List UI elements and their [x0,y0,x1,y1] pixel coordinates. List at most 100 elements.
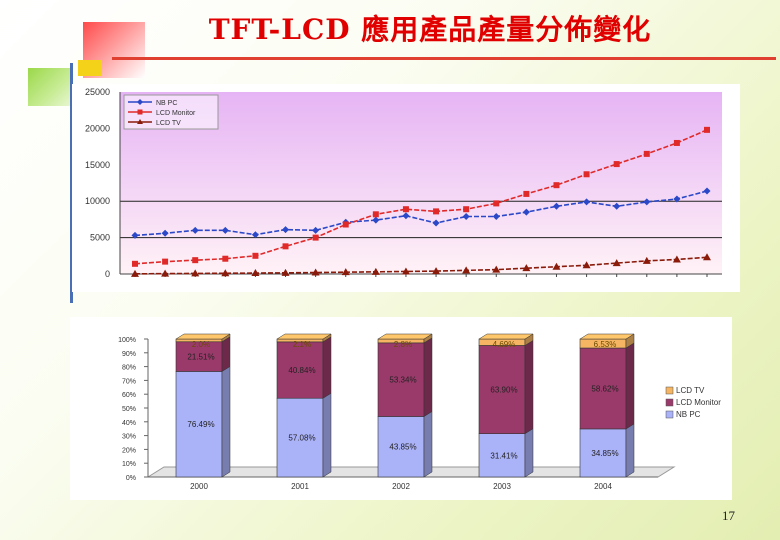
data-point [582,261,591,269]
bar-segment [478,433,526,478]
y-tick-label: 80% [122,365,136,372]
data-point [522,264,531,272]
data-point [372,211,379,218]
data-label: 34.85% [591,449,618,458]
legend-label: LCD TV [676,386,705,395]
slide-title: TFT-LCD 應用產品產量分佈變化 [208,13,652,46]
y-tick-label: 10% [122,461,136,468]
series-line [134,256,708,275]
stacked-bar-chart: 100% 90% 80% 70% 60% 50% 40% 30% 20% 10% 0% 76.49% 2… [118,333,721,491]
data-point [583,171,590,178]
y-tick-label: 90% [122,351,136,358]
data-point [583,198,591,206]
data-point [221,226,229,234]
x-tick-label: 2002 [392,482,410,491]
data-point [222,255,229,262]
bar-segment [175,341,223,372]
bar-segment [377,416,425,478]
data-point [342,221,349,228]
legend-swatch [665,386,674,395]
bar-side [322,336,332,399]
data-point [463,206,470,213]
bar-top [377,333,433,340]
data-point [341,268,350,276]
legend-swatch [665,410,674,419]
data-point [552,202,560,210]
data-point [492,265,501,273]
line-chart: 25000 20000 15000 10000 5000 0 NB PC LCD Monito… [85,87,722,279]
y-tick-label: 40% [122,420,136,427]
data-point [252,252,259,259]
data-label: 58.62% [591,384,618,393]
data-point [672,255,681,263]
data-point [462,266,471,274]
bar-side [221,365,231,478]
data-point [492,212,500,220]
data-point [703,253,711,261]
y-tick-label: 15000 [85,160,110,170]
data-label: 21.51% [187,353,214,362]
data-label: 31.41% [490,451,517,460]
data-label: 2.8% [394,340,412,349]
data-point [312,226,320,234]
legend-label: LCD TV [156,120,181,127]
bar-side [524,428,534,478]
data-point [523,190,530,197]
data-label: 6.53% [594,340,617,349]
bar-segment [276,341,324,399]
data-label: 63.90% [490,386,517,395]
data-point [191,226,199,234]
data-point [432,219,440,227]
data-point [433,208,440,215]
series-line [134,129,708,265]
data-point [132,260,138,267]
y-tick-label: 5000 [90,233,110,243]
bar-top [478,333,534,340]
legend-label: NB PC [676,410,701,419]
data-point [192,257,199,264]
y-tick-label: 25000 [85,87,110,97]
data-point [703,187,711,195]
bar-stack [478,333,534,478]
y-tick-label: 70% [122,378,136,385]
data-point [462,212,470,220]
data-point [643,150,650,157]
bar-segment [579,347,627,430]
data-point [131,269,139,277]
data-point [251,269,260,277]
data-point [522,208,530,216]
data-label: 43.85% [389,443,416,452]
bar-segment [478,345,526,434]
data-point [493,200,500,207]
bar-stack [377,333,433,478]
y-tick-label: 20% [122,447,136,454]
data-label: 4.69% [493,340,516,349]
data-point [161,229,169,237]
bar-side [524,340,534,435]
data-point [552,262,561,270]
bar-segment [175,371,223,478]
data-label: 40.84% [288,366,315,375]
data-point [161,269,170,277]
bar-top [276,333,332,340]
legend-marker [137,109,143,115]
data-point [402,206,409,213]
data-point [401,267,410,275]
y-tick-label: 100% [118,337,136,344]
data-point [282,243,289,250]
data-point [371,267,380,275]
stacked-bar-chart-panel: 100% 90% 80% 70% 60% 50% 40% 30% 20% 10% 0% 76.49% 2… [70,317,732,500]
y-tick-label: 60% [122,392,136,399]
legend-marker [137,99,143,105]
legend-swatch [665,398,674,407]
bar-chart-legend: LCD TV LCD Monitor NB PC [665,386,721,419]
bar-stack [579,333,635,478]
bar-side [423,411,433,478]
data-label: 2.0% [192,340,210,349]
decor-green-square [28,68,73,106]
x-tick-label: 2004 [594,482,612,491]
legend-label: LCD Monitor [156,110,196,117]
decor-yellow-square [78,60,102,76]
data-point [162,258,169,265]
y-tick-label: 10000 [85,196,110,206]
